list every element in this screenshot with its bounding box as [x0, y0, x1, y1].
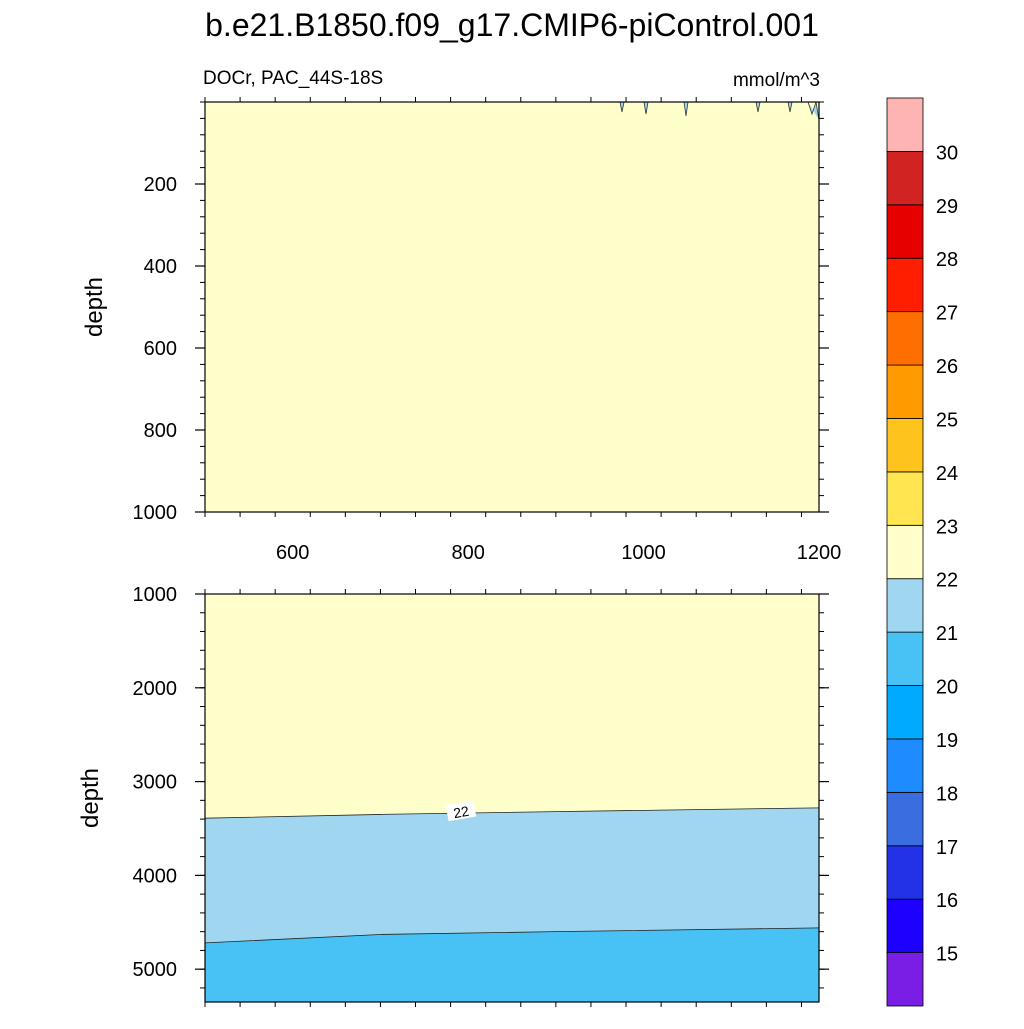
colorbar-label: 15: [936, 944, 958, 966]
colorbar-swatch: [886, 524, 924, 580]
colorbar-label: 28: [936, 249, 958, 271]
lower-frame: [204, 593, 820, 1003]
upper-panel: 200 400 600 800 1000 600 800 1000 1200 depth: [81, 97, 841, 564]
ytick-label: 1000: [133, 502, 178, 524]
colorbar-swatch: [886, 418, 924, 473]
contour-label-bg: [445, 800, 477, 822]
ytick-label: 800: [144, 420, 177, 442]
colorbar-label: 23: [936, 516, 958, 538]
xtick-label: 600: [276, 542, 309, 564]
colorbar-label: 26: [936, 356, 958, 378]
xtick-label: 1200: [797, 542, 842, 564]
colorbar-swatch: [886, 151, 924, 206]
ytick-label: 4000: [133, 865, 178, 887]
colorbar-swatch: [886, 311, 924, 366]
colorbar-swatch: [886, 738, 924, 793]
colorbar-swatch: [886, 631, 924, 686]
colorbar-swatch: [886, 898, 924, 953]
ytick-label: 3000: [133, 772, 178, 794]
colorbar-swatch: [886, 257, 924, 313]
ytick-label: 400: [144, 256, 177, 278]
colorbar-label: 29: [936, 196, 958, 218]
colorbar-label: 16: [936, 890, 958, 912]
ytick-label: 200: [144, 174, 177, 196]
band-22-23: [205, 594, 819, 819]
ytick-label: 5000: [133, 959, 178, 981]
colorbar-label: 27: [936, 303, 958, 325]
colorbar-label: 17: [936, 837, 958, 859]
lower-fills: [205, 594, 819, 1002]
variable-label: DOCr, PAC_44S-18S: [203, 68, 383, 89]
colorbar-swatch: [886, 97, 924, 152]
colorbar-label: 19: [936, 730, 958, 752]
colorbar-swatch: [886, 578, 924, 633]
colorbar-label: 30: [936, 142, 958, 164]
band-21-22: [205, 807, 819, 943]
contour-label: 22: [452, 803, 470, 821]
colorbar-swatch: [886, 952, 924, 1007]
lower-ylabel: depth: [77, 768, 104, 828]
upper-surface-spikes: [619, 101, 820, 121]
upper-ylabel: depth: [81, 277, 108, 337]
colorbar-swatch: [886, 685, 924, 740]
colorbar-label: 24: [936, 463, 958, 485]
units-label: mmol/m^3: [733, 70, 820, 91]
upper-frame: [204, 101, 820, 513]
colorbar-label: 25: [936, 409, 958, 431]
colorbar-swatch: [886, 791, 924, 847]
colorbar-label: 18: [936, 783, 958, 805]
ytick-label: 600: [144, 338, 177, 360]
colorbar-swatch: [886, 364, 924, 419]
colorbar-label: 22: [936, 570, 958, 592]
upper-ticks: 200 400 600 800 1000 600 800 1000 1200: [133, 97, 842, 564]
colorbar-label: 21: [936, 623, 958, 645]
chart-title: b.e21.B1850.f09_g17.CMIP6-piControl.001: [205, 7, 819, 43]
ytick-label: 2000: [133, 678, 178, 700]
colorbar-swatch: [886, 845, 924, 900]
upper-fill-22-23: [205, 102, 819, 512]
lower-panel: 22 1000 2000 3000 4000 5000 depth: [77, 584, 829, 1007]
colorbar: 15 16 17 18 19 20 21 22 23 24 25 26 27 28 29 30: [886, 97, 958, 1007]
band-20-21: [205, 927, 819, 1002]
xtick-label: 800: [451, 542, 484, 564]
colorbar-label: 20: [936, 677, 958, 699]
colorbar-swatch: [886, 204, 924, 259]
lower-ticks: 1000 2000 3000 4000 5000: [133, 584, 829, 1007]
contour-line-21: [204, 927, 820, 944]
ytick-label: 1000: [133, 584, 178, 606]
xtick-label: 1000: [621, 542, 666, 564]
colorbar-swatch: [886, 471, 924, 526]
